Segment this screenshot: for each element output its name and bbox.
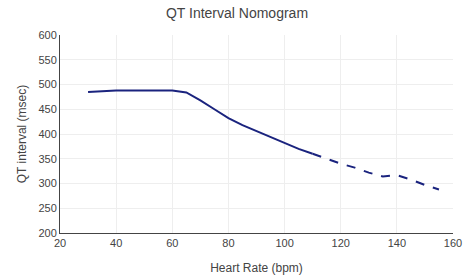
svg-text:QT Interval Nomogram: QT Interval Nomogram <box>166 5 308 21</box>
svg-text:160: 160 <box>444 237 462 249</box>
svg-text:120: 120 <box>332 237 350 249</box>
svg-text:20: 20 <box>54 237 66 249</box>
svg-text:100: 100 <box>275 237 293 249</box>
svg-text:140: 140 <box>388 237 406 249</box>
svg-text:80: 80 <box>222 237 234 249</box>
svg-text:550: 550 <box>38 54 56 66</box>
svg-text:350: 350 <box>38 153 56 165</box>
svg-text:40: 40 <box>110 237 122 249</box>
svg-text:400: 400 <box>38 128 56 140</box>
svg-text:250: 250 <box>38 202 56 214</box>
svg-text:Heart Rate (bpm): Heart Rate (bpm) <box>210 261 303 275</box>
svg-text:60: 60 <box>166 237 178 249</box>
svg-text:QT interval (msec): QT interval (msec) <box>15 85 29 183</box>
svg-text:300: 300 <box>38 177 56 189</box>
svg-text:450: 450 <box>38 103 56 115</box>
svg-text:500: 500 <box>38 78 56 90</box>
svg-text:600: 600 <box>38 29 56 41</box>
svg-text:200: 200 <box>38 227 56 239</box>
